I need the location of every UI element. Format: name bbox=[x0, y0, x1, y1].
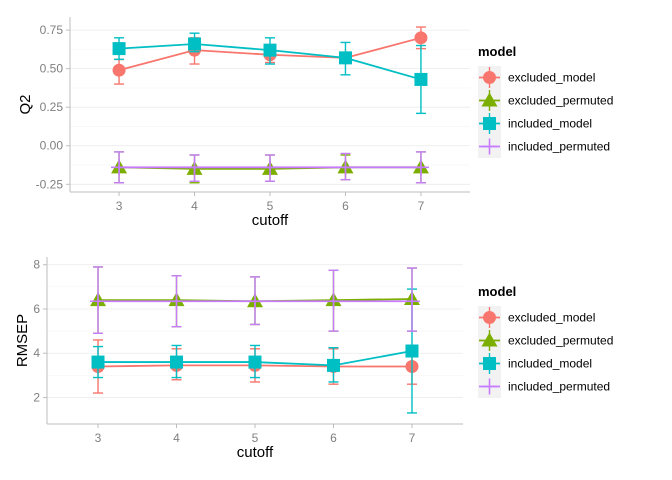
rmsep-x-tick-label: 6 bbox=[330, 431, 337, 445]
rmsep-x-tick-label: 5 bbox=[252, 431, 259, 445]
rmsep-point-cross bbox=[168, 293, 185, 310]
q2-legend-key-circle bbox=[483, 71, 496, 84]
q2-legend-key-triangle bbox=[481, 92, 498, 107]
rmsep-legend-label: excluded_permuted bbox=[508, 334, 613, 348]
q2-legend-key-square bbox=[483, 117, 496, 130]
rmsep-series-included_model bbox=[91, 288, 419, 414]
q2-series-included_permuted bbox=[111, 151, 429, 184]
rmsep-y-tick-label: 2 bbox=[33, 390, 40, 404]
rmsep-y-tick-label: 6 bbox=[33, 302, 40, 316]
q2-legend-label: included_model bbox=[508, 117, 592, 131]
rmsep-series-included_permuted bbox=[90, 266, 420, 335]
rmsep-point-square bbox=[170, 355, 184, 369]
rmsep-x-tick-label: 4 bbox=[173, 431, 180, 445]
q2-legend-key-cross bbox=[481, 138, 498, 155]
q2-legend-title: model bbox=[478, 44, 516, 59]
q2-point-cross bbox=[337, 159, 354, 176]
q2-y-tick-label: 0.25 bbox=[40, 100, 64, 114]
q2-point-square bbox=[112, 42, 126, 56]
q2-y-tick-label: 0.50 bbox=[40, 62, 64, 76]
q2-point-circle bbox=[112, 63, 126, 77]
rmsep-point-cross bbox=[325, 293, 342, 310]
q2-chart-panel: -0.25 0.00 0.25 0.50 0.75 3 4 5 6 7 cutoff Q2 model e… bbox=[17, 17, 613, 229]
q2-point-square bbox=[263, 43, 277, 57]
q2-series-included_model bbox=[112, 32, 428, 115]
q2-point-cross bbox=[186, 159, 203, 176]
rmsep-point-cross bbox=[403, 293, 420, 310]
rmsep-point-square bbox=[405, 344, 419, 358]
rmsep-legend-key-triangle bbox=[481, 332, 498, 347]
q2-legend-label: excluded_model bbox=[508, 71, 595, 85]
q2-point-square bbox=[188, 37, 202, 51]
q2-legend: model excluded_model excluded_permutedincl… bbox=[478, 44, 613, 158]
q2-x-tick-label: 5 bbox=[267, 199, 274, 213]
rmsep-point-square bbox=[326, 358, 340, 372]
rmsep-y-axis-title: RMSEP bbox=[14, 314, 31, 367]
q2-point-cross bbox=[111, 159, 128, 176]
rmsep-point-cross bbox=[247, 293, 263, 310]
rmsep-point-cross bbox=[90, 293, 107, 310]
rmsep-legend-label: included_model bbox=[508, 357, 592, 371]
q2-point-cross bbox=[262, 159, 278, 176]
rmsep-legend-label: included_permuted bbox=[508, 380, 610, 394]
rmsep-x-tick-label: 7 bbox=[409, 431, 416, 445]
q2-y-tick-label: 0.75 bbox=[40, 23, 64, 37]
rmsep-y-tick-label: 4 bbox=[33, 346, 40, 360]
q2-x-tick-label: 6 bbox=[342, 199, 349, 213]
rmsep-x-axis-title: cutoff bbox=[237, 444, 274, 461]
q2-y-tick-label: 0.00 bbox=[40, 139, 64, 153]
q2-point-square bbox=[338, 51, 352, 65]
rmsep-point-square bbox=[91, 355, 105, 369]
rmsep-chart-panel: 2 4 6 8 3 4 5 6 7 cutoff RMSEP model excluded_modele… bbox=[14, 257, 613, 461]
rmsep-legend-key-circle bbox=[483, 311, 496, 324]
rmsep-legend: model excluded_model excluded_permutedincl… bbox=[478, 284, 613, 398]
rmsep-y-tick-label: 8 bbox=[33, 258, 40, 272]
q2-x-tick-label: 4 bbox=[191, 199, 198, 213]
q2-point-square bbox=[414, 72, 428, 86]
rmsep-legend-title: model bbox=[478, 284, 516, 299]
q2-point-circle bbox=[414, 31, 428, 45]
q2-legend-label: included_permuted bbox=[508, 140, 610, 154]
rmsep-legend-key-cross bbox=[481, 378, 498, 395]
q2-x-tick-label: 7 bbox=[418, 199, 425, 213]
q2-x-axis-title: cutoff bbox=[252, 212, 289, 229]
q2-y-axis-title: Q2 bbox=[17, 94, 34, 114]
q2-point-cross bbox=[412, 159, 429, 176]
rmsep-legend-label: excluded_model bbox=[508, 311, 595, 325]
rmsep-point-square bbox=[248, 355, 262, 369]
rmsep-legend-key-square bbox=[483, 357, 496, 370]
q2-x-tick-label: 3 bbox=[116, 199, 123, 213]
q2-y-tick-label: -0.25 bbox=[36, 177, 64, 191]
rmsep-x-tick-label: 3 bbox=[95, 431, 102, 445]
q2-legend-label: excluded_permuted bbox=[508, 94, 613, 108]
